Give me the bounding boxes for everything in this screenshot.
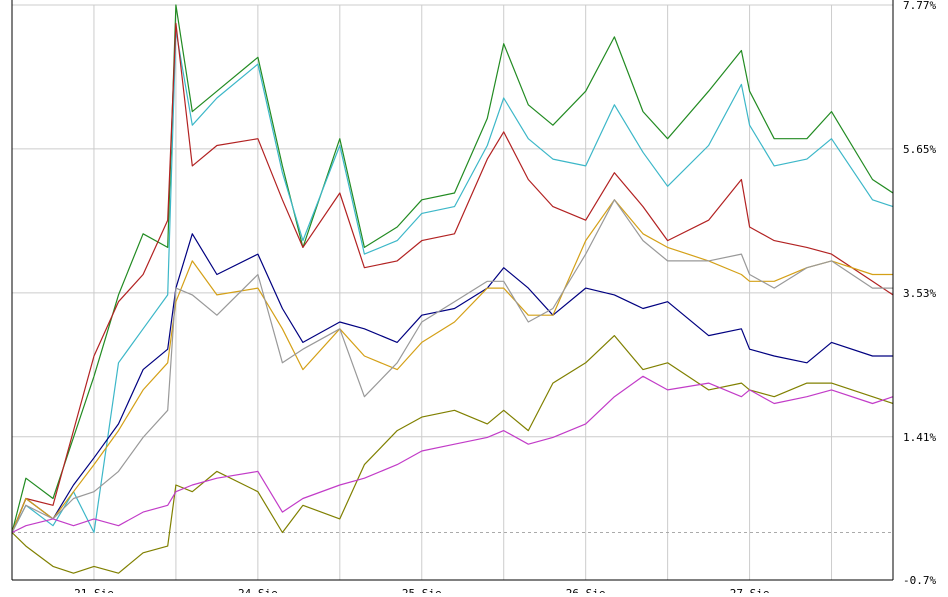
x-tick-label: 24 Sie bbox=[238, 587, 278, 593]
series-line-4 bbox=[11, 233, 893, 533]
y-tick-label: 5.65% bbox=[903, 143, 936, 156]
x-tick-label: 27 Sie bbox=[730, 587, 770, 593]
series-line-2 bbox=[11, 29, 894, 534]
series-lines bbox=[11, 4, 894, 574]
series-line-6 bbox=[11, 199, 893, 533]
y-tick-label: 1.41% bbox=[903, 431, 936, 444]
x-tick-label: 25 Sie bbox=[402, 587, 442, 593]
series-line-5 bbox=[11, 199, 893, 533]
series-line-3 bbox=[11, 22, 894, 533]
x-tick-label: 26 Sie bbox=[566, 587, 606, 593]
y-tick-label: 7.77% bbox=[903, 0, 936, 12]
series-line-1 bbox=[11, 4, 894, 533]
x-tick-label: 21 Sie bbox=[74, 587, 114, 593]
grid bbox=[12, 4, 893, 581]
y-tick-label: 3.53% bbox=[903, 287, 936, 300]
y-tick-label: -0.7% bbox=[903, 574, 936, 587]
series-line-8 bbox=[11, 375, 894, 534]
axes: 7.77% 5.65% 3.53% 1.41% -0.7% 21 Sie 24 Sie 25 … bbox=[11, 0, 936, 597]
series-line-7 bbox=[11, 335, 894, 574]
